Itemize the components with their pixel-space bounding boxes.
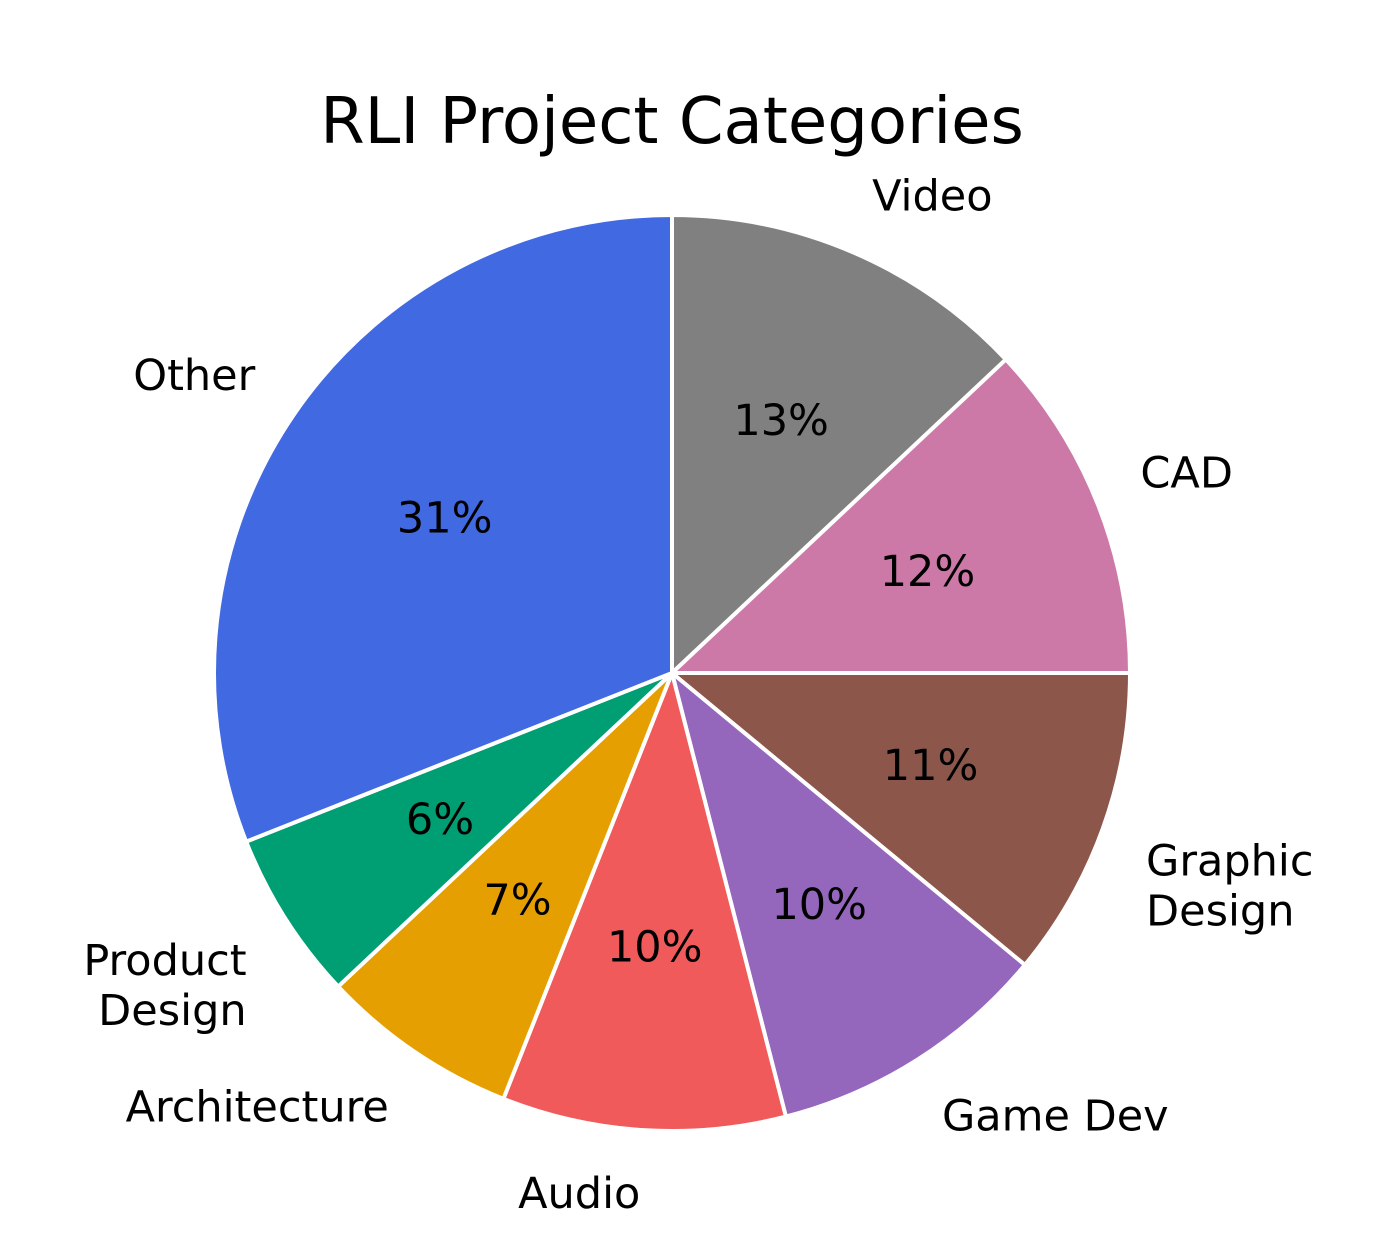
pie-slice-other	[212, 213, 674, 844]
pie-slice-architecture	[336, 671, 674, 1101]
slice-label-line: Product	[83, 936, 246, 986]
slice-label-graphic-design: Graphic Design	[1146, 837, 1314, 937]
slice-label-line: CAD	[1140, 449, 1233, 499]
pie-slice-graphic-design	[670, 671, 1132, 967]
slice-pct-label-video: 13%	[733, 396, 829, 446]
slice-label-line: Design	[98, 986, 246, 1036]
pie-slice-product-design	[244, 671, 674, 989]
slice-pct-label-audio: 10%	[607, 922, 703, 972]
slice-label-game-dev: Game Dev	[942, 1091, 1169, 1141]
slice-label-line: Architecture	[126, 1083, 389, 1133]
slice-label-line: Game Dev	[942, 1091, 1169, 1141]
slice-label-line: Graphic	[1146, 837, 1314, 887]
slice-pct-label-graphic-design: 11%	[883, 741, 979, 791]
slice-label-video: Video	[872, 172, 992, 222]
slice-pct-label-game-dev: 10%	[771, 880, 867, 930]
pie-slices	[212, 213, 1132, 1133]
pie-slice-video	[670, 213, 1008, 675]
slice-label-product-design: Product Design	[83, 936, 246, 1036]
pie-slice-game-dev	[670, 671, 1027, 1119]
slice-label-cad: CAD	[1140, 449, 1233, 499]
slice-pct-label-product-design: 6%	[406, 795, 474, 845]
slice-label-line: Other	[133, 351, 255, 401]
slice-label-line: Audio	[518, 1169, 640, 1219]
slice-label-other: Other	[133, 351, 255, 401]
slice-label-architecture: Architecture	[126, 1083, 389, 1133]
slice-pct-label-cad: 12%	[880, 547, 976, 597]
slice-label-line: Design	[1146, 887, 1294, 937]
chart-title: RLI Project Categories	[320, 85, 1024, 159]
slice-pct-label-architecture: 7%	[483, 875, 551, 925]
slice-label-audio: Audio	[518, 1169, 640, 1219]
pie-slice-cad	[670, 357, 1132, 675]
slice-pct-label-other: 31%	[397, 494, 493, 544]
slice-label-line: Video	[872, 172, 992, 222]
pie-slice-audio	[501, 671, 788, 1133]
